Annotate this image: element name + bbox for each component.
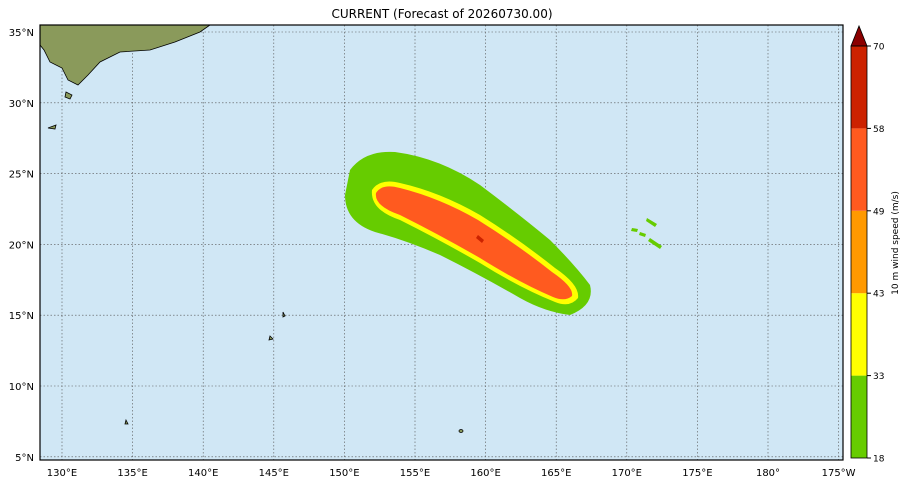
- lon-label: 130°E: [47, 468, 77, 479]
- colorbar-segment: [851, 293, 867, 376]
- colorbar-tick-label: 18: [873, 455, 885, 465]
- map-title: CURRENT (Forecast of 20260730.00): [331, 7, 552, 21]
- colorbar-frame: [850, 45, 868, 459]
- colorbar-tick-label: 43: [873, 290, 884, 300]
- lat-label: 20°N: [9, 240, 34, 251]
- lat-label: 10°N: [9, 382, 34, 393]
- land: [39, 24, 464, 433]
- colorbar: 18 33 43 49 58 70: [850, 24, 885, 465]
- lon-label: 135°E: [117, 468, 147, 479]
- lat-label: 25°N: [9, 170, 34, 181]
- colorbar-tick-label: 70: [873, 43, 885, 53]
- colorbar-tick-label: 49: [873, 207, 885, 217]
- colorbar-segment: [851, 46, 867, 129]
- lat-label: 30°N: [9, 99, 34, 110]
- map-frame: [39, 24, 844, 461]
- colorbar-tick-label: 33: [873, 372, 884, 382]
- colorbar-extend: [850, 24, 868, 47]
- lon-label: 175°E: [682, 468, 712, 479]
- lon-label: 160°E: [470, 468, 500, 479]
- lon-label: 155°E: [400, 468, 430, 479]
- colorbar-segment: [851, 210, 867, 294]
- lat-label: 35°N: [9, 28, 34, 39]
- lat-label: 5°N: [15, 453, 34, 464]
- lon-label: 145°E: [259, 468, 289, 479]
- lon-label: 165°E: [541, 468, 571, 479]
- colorbar-tick-label: 58: [873, 125, 885, 135]
- lon-label: 170°E: [612, 468, 642, 479]
- colorbar-segment: [851, 375, 867, 458]
- wind-swath: [345, 151, 662, 315]
- colorbar-segment: [851, 128, 867, 211]
- lon-label: 180°: [756, 468, 780, 479]
- lon-label: 140°E: [188, 468, 218, 479]
- colorbar-label: 10 m wind speed (m/s): [891, 191, 901, 295]
- lon-label: 150°E: [329, 468, 359, 479]
- lat-label: 15°N: [9, 311, 34, 322]
- lon-label: 175°W: [822, 468, 856, 479]
